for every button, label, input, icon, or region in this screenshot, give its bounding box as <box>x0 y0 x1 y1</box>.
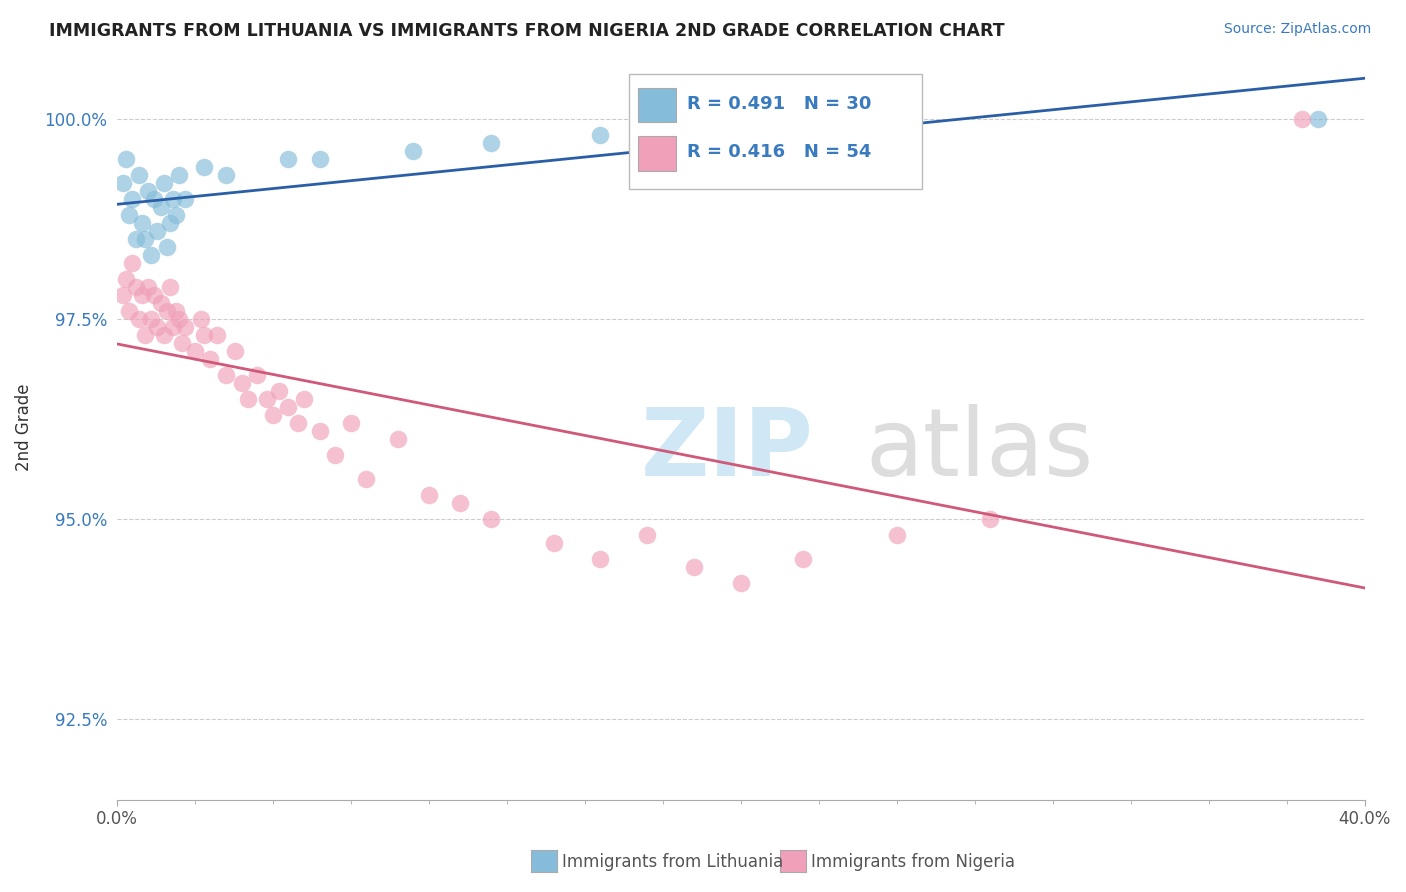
Point <box>277 152 299 166</box>
Point <box>131 216 153 230</box>
Point <box>146 224 169 238</box>
Point <box>543 536 565 550</box>
Point <box>121 192 143 206</box>
Point <box>699 128 721 143</box>
Point <box>449 496 471 510</box>
Point <box>136 184 159 198</box>
Point <box>205 328 228 343</box>
Point <box>162 192 184 206</box>
Point <box>262 409 284 423</box>
Point <box>308 152 330 166</box>
Point <box>112 288 135 302</box>
Point <box>134 232 156 246</box>
Point <box>121 256 143 270</box>
Point <box>236 392 259 407</box>
Point <box>143 288 166 302</box>
Point <box>589 128 612 143</box>
Text: R = 0.416   N = 54: R = 0.416 N = 54 <box>688 143 872 161</box>
FancyBboxPatch shape <box>628 74 922 189</box>
Point <box>193 160 215 174</box>
Point <box>387 433 409 447</box>
Text: Immigrants from Nigeria: Immigrants from Nigeria <box>811 853 1015 871</box>
Point <box>589 552 612 566</box>
Point <box>156 240 179 254</box>
Point <box>184 344 207 359</box>
Text: atlas: atlas <box>866 404 1094 496</box>
Text: R = 0.491   N = 30: R = 0.491 N = 30 <box>688 95 872 112</box>
Point <box>159 216 181 230</box>
Point <box>231 376 253 391</box>
Point <box>156 304 179 318</box>
Point <box>215 368 238 383</box>
Text: IMMIGRANTS FROM LITHUANIA VS IMMIGRANTS FROM NIGERIA 2ND GRADE CORRELATION CHART: IMMIGRANTS FROM LITHUANIA VS IMMIGRANTS … <box>49 22 1005 40</box>
Point <box>886 528 908 542</box>
Point <box>152 176 174 190</box>
Point <box>149 296 172 310</box>
Point <box>292 392 315 407</box>
Point <box>128 168 150 182</box>
Point <box>200 352 222 367</box>
Point <box>134 328 156 343</box>
FancyBboxPatch shape <box>638 136 676 170</box>
Point <box>792 120 814 135</box>
Point <box>323 448 346 462</box>
Point <box>152 328 174 343</box>
Point <box>287 417 309 431</box>
Point <box>165 208 187 222</box>
Point <box>636 528 658 542</box>
Point <box>267 384 290 399</box>
Point <box>162 320 184 334</box>
Point <box>172 336 194 351</box>
Point <box>479 512 502 526</box>
Point <box>256 392 278 407</box>
Point <box>143 192 166 206</box>
Point <box>165 304 187 318</box>
Point <box>131 288 153 302</box>
Point <box>112 176 135 190</box>
Point <box>115 152 138 166</box>
Point <box>224 344 246 359</box>
Point <box>479 136 502 151</box>
Point <box>277 401 299 415</box>
Point <box>118 208 141 222</box>
Point <box>1306 112 1329 127</box>
Point <box>149 200 172 214</box>
Point <box>683 560 706 574</box>
Point <box>190 312 212 326</box>
Point <box>215 168 238 182</box>
Point <box>193 328 215 343</box>
Point <box>308 425 330 439</box>
Text: Immigrants from Lithuania: Immigrants from Lithuania <box>562 853 783 871</box>
Point <box>730 576 752 591</box>
Point <box>356 472 378 486</box>
Text: Source: ZipAtlas.com: Source: ZipAtlas.com <box>1223 22 1371 37</box>
Point <box>124 280 146 294</box>
Point <box>1291 112 1313 127</box>
Point <box>128 312 150 326</box>
Point <box>136 280 159 294</box>
Point <box>141 248 163 262</box>
Point <box>340 417 363 431</box>
Point <box>124 232 146 246</box>
Point <box>792 552 814 566</box>
Point <box>174 320 197 334</box>
Point <box>418 488 440 502</box>
Text: ZIP: ZIP <box>641 404 814 496</box>
Point <box>246 368 269 383</box>
Point <box>118 304 141 318</box>
Point <box>402 144 425 158</box>
Y-axis label: 2nd Grade: 2nd Grade <box>15 384 32 471</box>
Point <box>979 512 1001 526</box>
Point <box>167 312 190 326</box>
FancyBboxPatch shape <box>638 88 676 122</box>
Point <box>146 320 169 334</box>
Point <box>167 168 190 182</box>
Point <box>174 192 197 206</box>
Point <box>141 312 163 326</box>
Point <box>115 272 138 286</box>
Point <box>159 280 181 294</box>
